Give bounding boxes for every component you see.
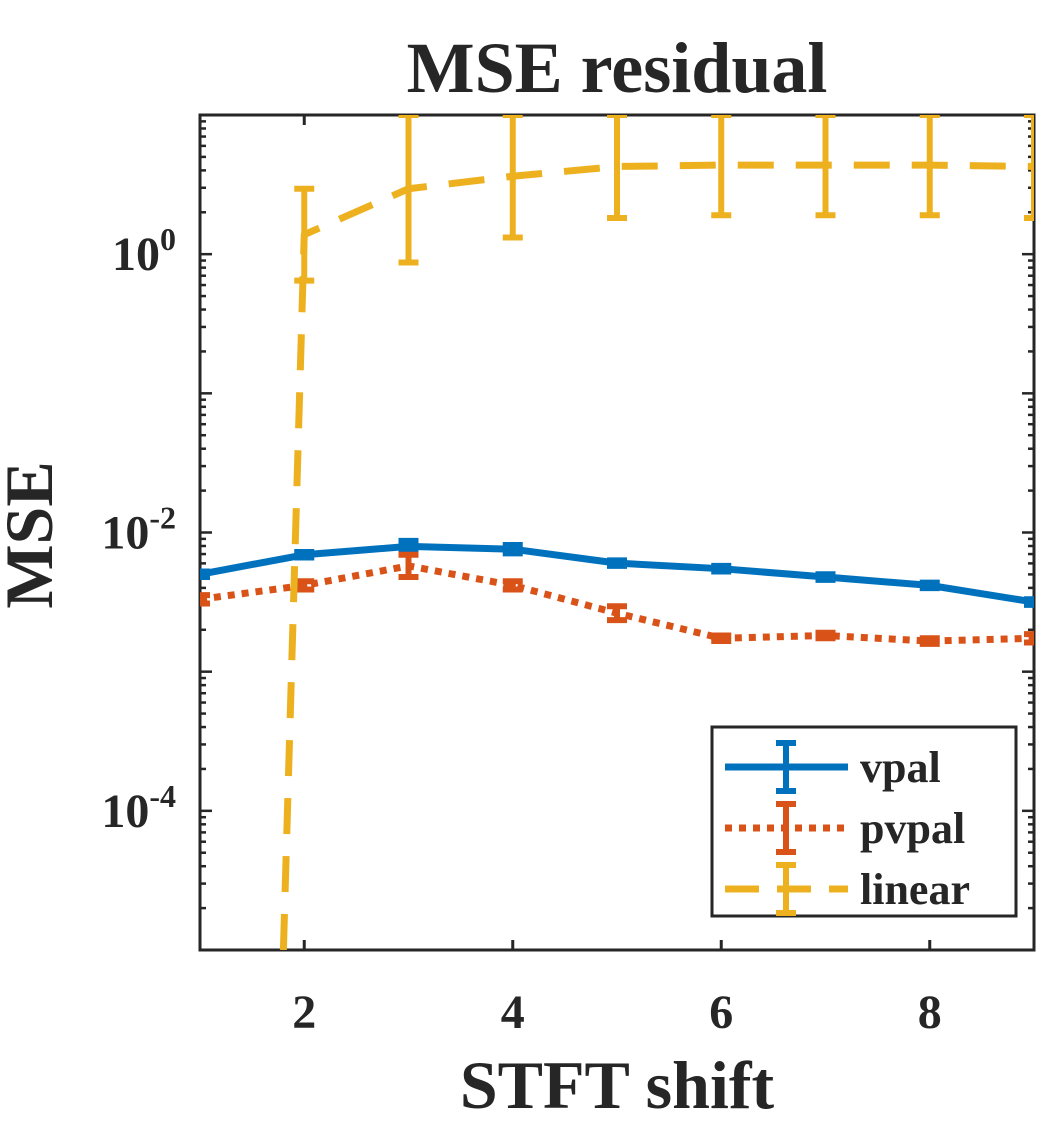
legend-label-vpal: vpal — [860, 743, 941, 792]
y-tick-label: 100 — [112, 221, 176, 281]
chart-title: MSE residual — [407, 28, 828, 108]
x-tick-label: 8 — [918, 986, 942, 1039]
y-tick-label: 10-4 — [101, 778, 176, 838]
legend-label-linear: linear — [860, 865, 970, 914]
x-tick-label: 6 — [709, 986, 733, 1039]
legend-label-pvpal: pvpal — [860, 804, 965, 853]
x-tick-label: 4 — [501, 986, 525, 1039]
series-vpal — [200, 537, 1034, 608]
legend-box — [710, 725, 1018, 918]
x-tick-label: 2 — [292, 986, 316, 1039]
series-linear — [279, 115, 1034, 950]
series-group — [200, 115, 1034, 950]
legend: vpal pvpal linear — [710, 725, 1018, 918]
x-tick-labels: 2 4 6 8 — [292, 986, 942, 1039]
y-tick-label: 10-2 — [101, 500, 176, 560]
x-axis-label: STFT shift — [460, 1047, 775, 1123]
plot-area — [198, 113, 1036, 952]
series-line-vpal — [200, 542, 1034, 606]
y-axis-label: MSE — [0, 461, 67, 608]
y-tick-labels: 100 10-2 10-4 — [101, 221, 176, 838]
